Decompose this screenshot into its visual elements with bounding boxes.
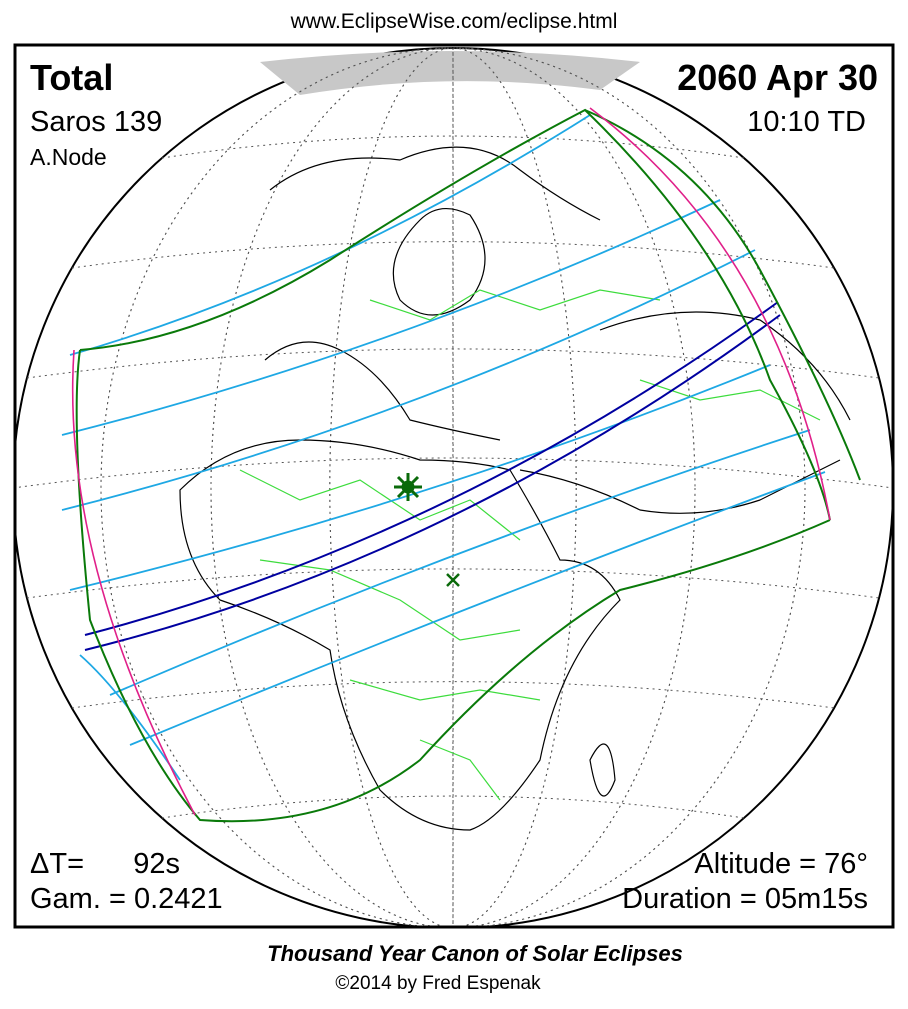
gamma: Gam. = 0.2421 [30, 883, 223, 915]
node: A.Node [30, 144, 107, 170]
saros: Saros 139 [30, 106, 162, 138]
eclipse-type: Total [30, 57, 113, 98]
delta-t-value: 92s [133, 848, 180, 880]
footer-title: Thousand Year Canon of Solar Eclipses [267, 941, 683, 966]
time: 10:10 TD [747, 106, 866, 138]
altitude: Altitude = 76° [694, 848, 868, 880]
globe [13, 48, 893, 928]
duration: Duration = 05m15s [622, 883, 868, 915]
copyright: ©2014 by Fred Espenak [335, 973, 541, 994]
delta-t-label: ΔT= [30, 848, 84, 880]
url: www.EclipseWise.com/eclipse.html [290, 10, 618, 33]
greatest-eclipse [394, 473, 422, 501]
date: 2060 Apr 30 [677, 57, 878, 98]
